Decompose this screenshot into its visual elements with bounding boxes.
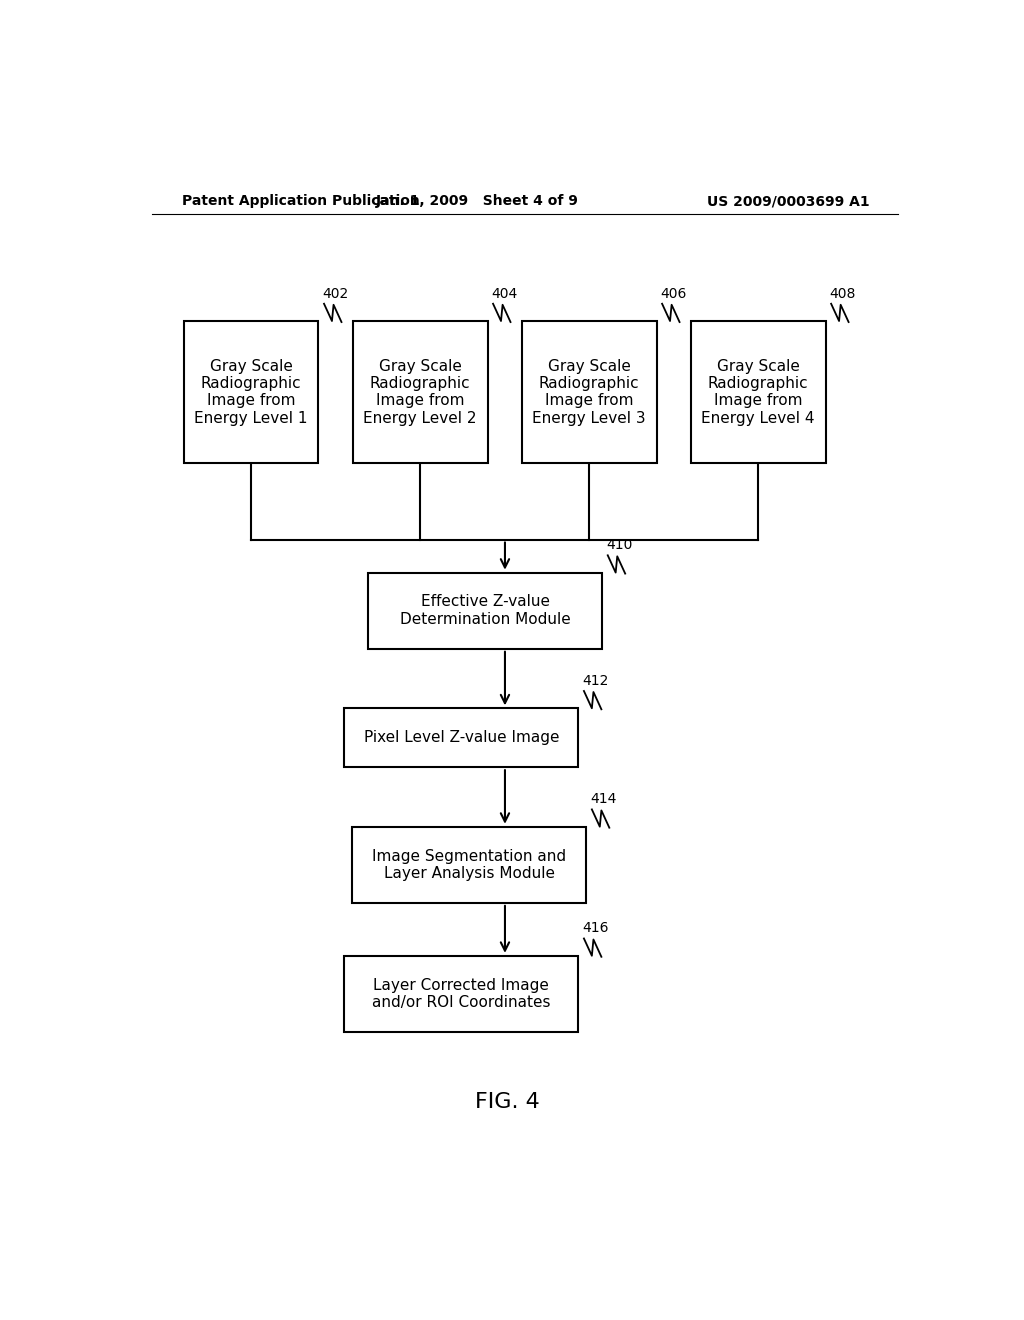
Text: Pixel Level Z-value Image: Pixel Level Z-value Image — [364, 730, 559, 746]
FancyBboxPatch shape — [521, 321, 656, 463]
Text: Gray Scale
Radiographic
Image from
Energy Level 3: Gray Scale Radiographic Image from Energ… — [532, 359, 646, 426]
Text: 406: 406 — [660, 286, 687, 301]
Text: US 2009/0003699 A1: US 2009/0003699 A1 — [708, 194, 870, 209]
Text: 408: 408 — [829, 286, 856, 301]
Text: 404: 404 — [492, 286, 518, 301]
Text: Gray Scale
Radiographic
Image from
Energy Level 1: Gray Scale Radiographic Image from Energ… — [195, 359, 308, 426]
Text: 402: 402 — [323, 286, 349, 301]
FancyBboxPatch shape — [352, 826, 587, 903]
Text: 414: 414 — [590, 792, 616, 807]
Text: FIG. 4: FIG. 4 — [475, 1092, 540, 1111]
Text: 416: 416 — [583, 921, 609, 936]
Text: Layer Corrected Image
and/or ROI Coordinates: Layer Corrected Image and/or ROI Coordin… — [372, 978, 551, 1010]
Text: 412: 412 — [583, 675, 608, 688]
Text: 410: 410 — [606, 539, 633, 552]
Text: Gray Scale
Radiographic
Image from
Energy Level 2: Gray Scale Radiographic Image from Energ… — [364, 359, 477, 426]
Text: Effective Z-value
Determination Module: Effective Z-value Determination Module — [399, 594, 570, 627]
Text: Gray Scale
Radiographic
Image from
Energy Level 4: Gray Scale Radiographic Image from Energ… — [701, 359, 815, 426]
Text: Jan. 1, 2009   Sheet 4 of 9: Jan. 1, 2009 Sheet 4 of 9 — [376, 194, 579, 209]
FancyBboxPatch shape — [344, 709, 579, 767]
FancyBboxPatch shape — [344, 956, 579, 1032]
FancyBboxPatch shape — [352, 321, 487, 463]
FancyBboxPatch shape — [183, 321, 318, 463]
FancyBboxPatch shape — [690, 321, 825, 463]
Text: Patent Application Publication: Patent Application Publication — [182, 194, 420, 209]
Text: Image Segmentation and
Layer Analysis Module: Image Segmentation and Layer Analysis Mo… — [372, 849, 566, 880]
FancyBboxPatch shape — [368, 573, 602, 649]
